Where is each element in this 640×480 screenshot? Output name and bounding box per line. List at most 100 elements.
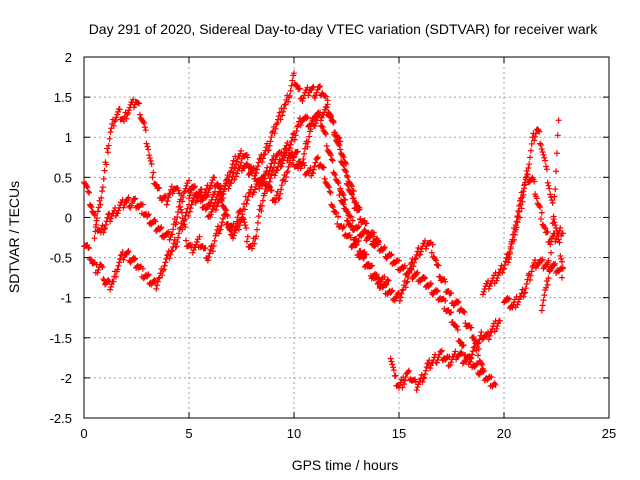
data-point (412, 255, 419, 262)
data-point (389, 361, 396, 368)
data-point (112, 117, 119, 124)
data-point (264, 187, 271, 194)
data-point (329, 202, 336, 209)
data-point (87, 202, 94, 209)
data-point (152, 218, 159, 225)
data-point (527, 272, 534, 279)
data-point (163, 201, 170, 208)
series-track-h (501, 256, 566, 312)
data-point (535, 127, 542, 134)
data-point (549, 220, 556, 227)
data-point (348, 183, 355, 190)
data-point (448, 290, 455, 297)
data-point (131, 196, 138, 203)
data-point (355, 223, 362, 230)
y-tick-label: 1.5 (54, 90, 72, 105)
data-point (348, 213, 355, 220)
data-point (397, 379, 404, 386)
data-point (478, 329, 485, 336)
data-point (107, 129, 114, 136)
data-point (553, 150, 560, 157)
data-point (361, 226, 368, 233)
data-point (319, 123, 326, 130)
data-point (150, 169, 157, 176)
data-point (233, 161, 240, 168)
data-point (167, 251, 174, 258)
data-point (546, 268, 553, 275)
data-point (287, 87, 294, 94)
data-point (125, 109, 132, 116)
data-point (91, 210, 98, 217)
data-point (230, 157, 237, 164)
data-point (511, 236, 518, 243)
data-point (178, 209, 185, 216)
data-point (552, 238, 559, 245)
data-point (405, 368, 412, 375)
data-point (160, 266, 167, 273)
data-point (433, 288, 440, 295)
data-point (555, 117, 562, 124)
data-point (531, 137, 538, 144)
data-point (104, 149, 111, 156)
data-point (283, 174, 290, 181)
data-point (218, 198, 225, 205)
data-point (339, 200, 346, 207)
data-point (557, 252, 564, 259)
data-point (199, 197, 206, 204)
data-point (360, 255, 367, 262)
data-point (233, 170, 240, 177)
data-point (303, 115, 310, 122)
data-point (314, 155, 321, 162)
data-point (130, 104, 137, 111)
data-point (344, 174, 351, 181)
data-point (313, 89, 320, 96)
data-point (156, 184, 163, 191)
data-point (233, 218, 240, 225)
data-point (310, 166, 317, 173)
data-point (186, 192, 193, 199)
data-point (417, 248, 424, 255)
data-point (292, 132, 299, 139)
data-point (548, 249, 555, 256)
data-point (327, 150, 334, 157)
data-point (165, 194, 172, 201)
data-point (222, 207, 229, 214)
data-point (269, 168, 276, 175)
data-point (380, 245, 387, 252)
data-point (354, 224, 361, 231)
data-point (363, 220, 370, 227)
data-point (285, 98, 292, 105)
data-point (392, 372, 399, 379)
data-point (551, 193, 558, 200)
data-point (217, 184, 224, 191)
data-point (267, 164, 274, 171)
data-point (340, 224, 347, 231)
data-point (125, 248, 132, 255)
data-point (493, 277, 500, 284)
data-point (113, 114, 120, 121)
data-point (532, 133, 539, 140)
data-point (284, 139, 291, 146)
data-point (115, 207, 122, 214)
data-point (454, 326, 461, 333)
data-point (309, 170, 316, 177)
data-point (545, 257, 552, 264)
data-point (236, 222, 243, 229)
data-point (524, 171, 531, 178)
data-point (555, 236, 562, 243)
data-point (387, 252, 394, 259)
data-point (219, 219, 226, 226)
data-point (207, 182, 214, 189)
data-point (291, 136, 298, 143)
data-point (381, 273, 388, 280)
data-point (175, 230, 182, 237)
data-point (538, 146, 545, 153)
data-point (506, 249, 513, 256)
data-point (306, 133, 313, 140)
data-point (207, 199, 214, 206)
y-axis-label: SDTVAR / TECUs (6, 181, 22, 293)
y-tick-label: -1 (60, 291, 72, 306)
data-point (104, 214, 111, 221)
data-point (100, 175, 107, 182)
